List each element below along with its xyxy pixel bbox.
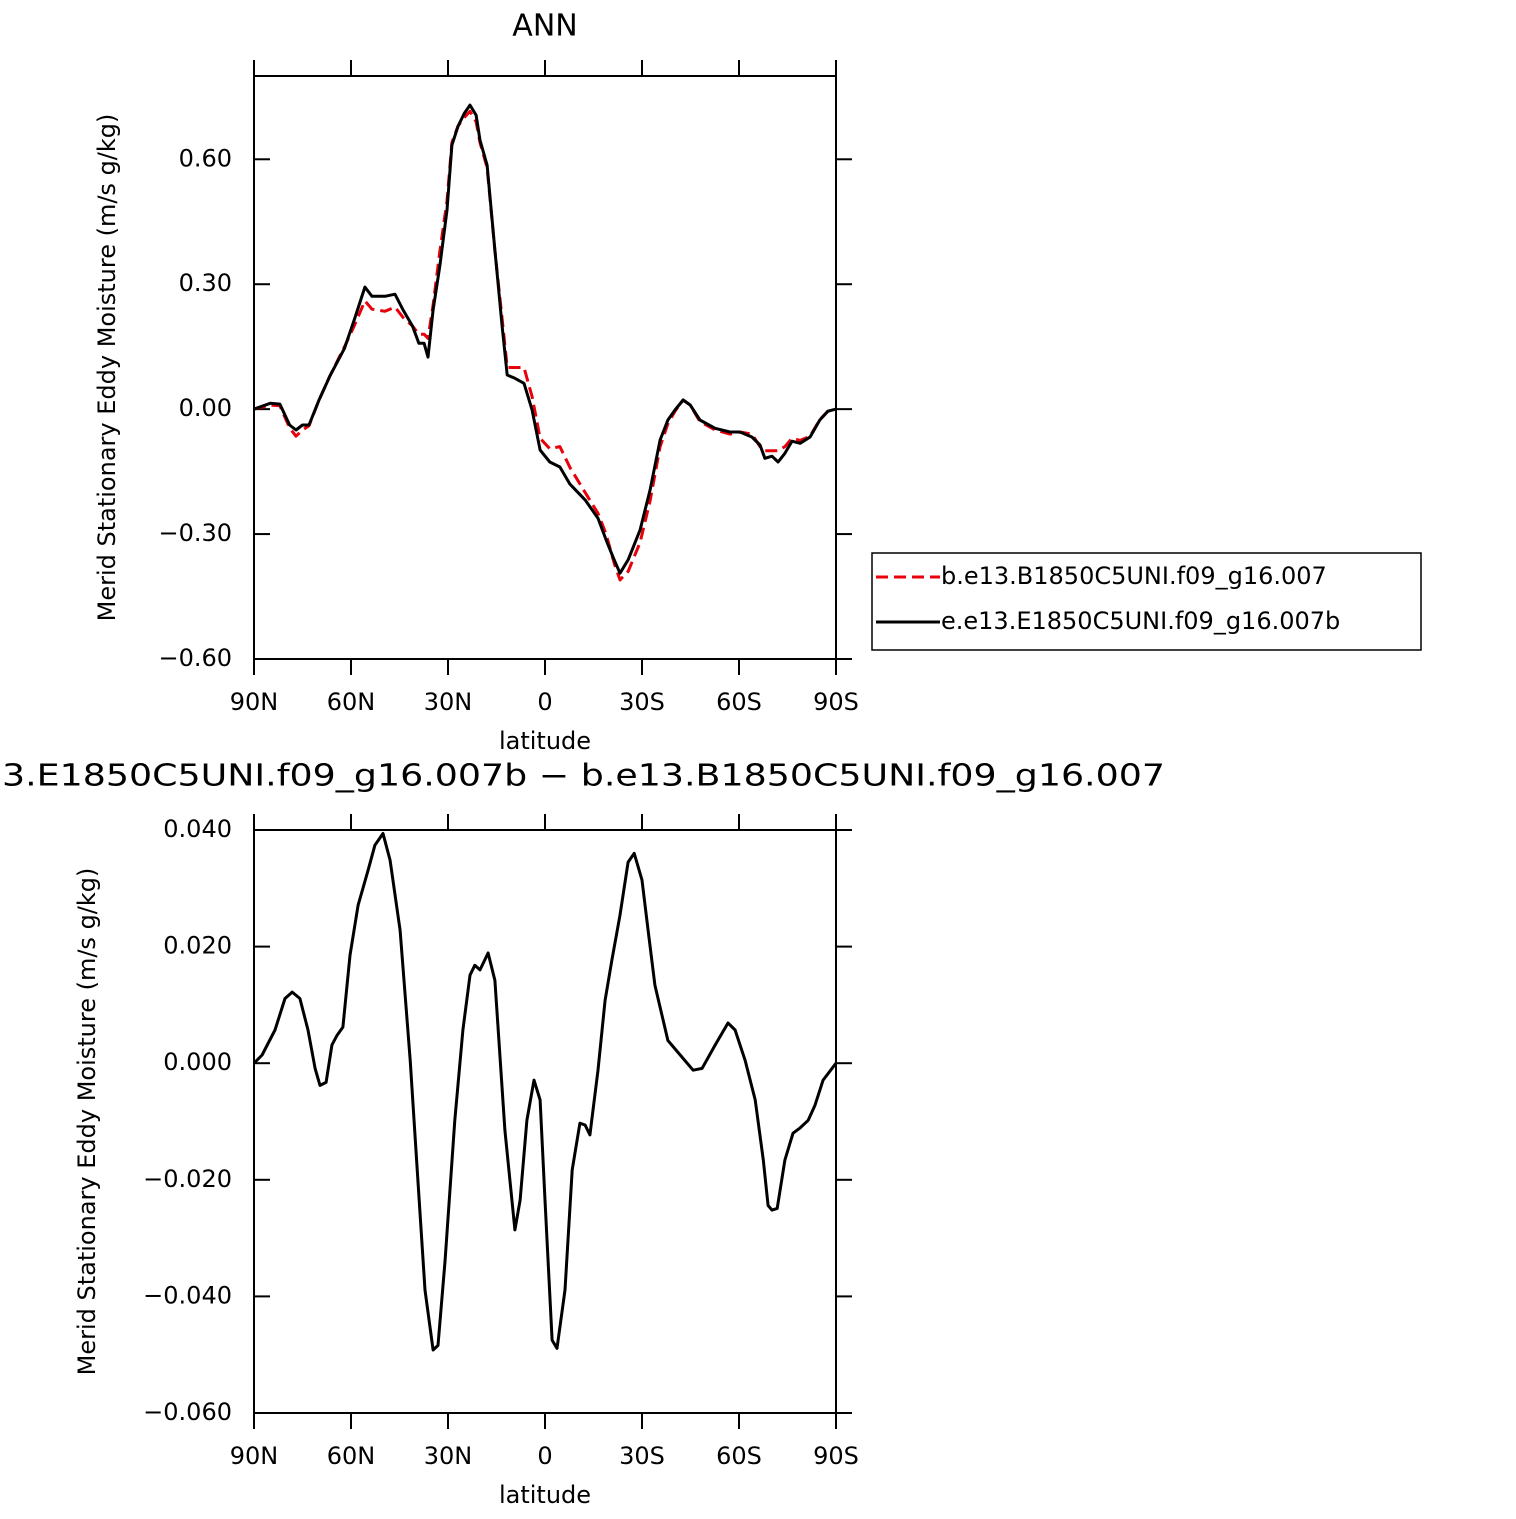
y-tick-label: 0.020 <box>163 932 232 960</box>
x-tick-label: 0 <box>537 688 552 716</box>
plot-frame <box>253 829 837 1414</box>
data-line <box>252 832 838 1352</box>
x-tick-label: 90S <box>813 1442 859 1470</box>
chart-title: ANN <box>512 9 577 44</box>
y-tick-label: 0.60 <box>179 144 232 172</box>
x-axis-label: latitude <box>499 727 591 755</box>
x-tick-label: 60N <box>327 688 376 716</box>
x-tick-label: 30N <box>424 1442 473 1470</box>
y-tick-label: −0.30 <box>158 519 232 547</box>
x-tick-label: 90N <box>230 1442 279 1470</box>
data-line <box>253 109 837 582</box>
x-tick-label: 90N <box>230 688 279 716</box>
legend-label: b.e13.B1850C5UNI.f09_g16.007 <box>941 562 1327 590</box>
x-axis-label: latitude <box>499 1481 591 1509</box>
chart-title: 3.E1850C5UNI.f09_g16.007b − b.e13.B1850C… <box>2 759 1165 794</box>
data-line <box>253 103 837 575</box>
y-tick-label: 0.040 <box>163 815 232 843</box>
x-tick-label: 30N <box>424 688 473 716</box>
x-tick-label: 60N <box>327 1442 376 1470</box>
y-tick-label: 0.30 <box>179 269 232 297</box>
y-tick-label: −0.040 <box>143 1281 232 1309</box>
x-tick-label: 30S <box>619 688 665 716</box>
legend-box <box>871 552 1422 651</box>
x-tick-label: 60S <box>716 688 762 716</box>
y-tick-label: 0.00 <box>179 394 232 422</box>
x-tick-label: 60S <box>716 1442 762 1470</box>
x-tick-label: 0 <box>537 1442 552 1470</box>
x-tick-label: 30S <box>619 1442 665 1470</box>
y-tick-label: −0.060 <box>143 1398 232 1426</box>
y-axis-label: Merid Stationary Eddy Moisture (m/s g/kg… <box>73 868 101 1376</box>
y-tick-label: −0.020 <box>143 1165 232 1193</box>
y-tick-label: −0.60 <box>158 644 232 672</box>
y-axis-label: Merid Stationary Eddy Moisture (m/s g/kg… <box>93 114 121 622</box>
plot-frame <box>253 75 837 660</box>
y-tick-label: 0.000 <box>163 1048 232 1076</box>
legend-label: e.e13.E1850C5UNI.f09_g16.007b <box>941 607 1340 635</box>
x-tick-label: 90S <box>813 688 859 716</box>
